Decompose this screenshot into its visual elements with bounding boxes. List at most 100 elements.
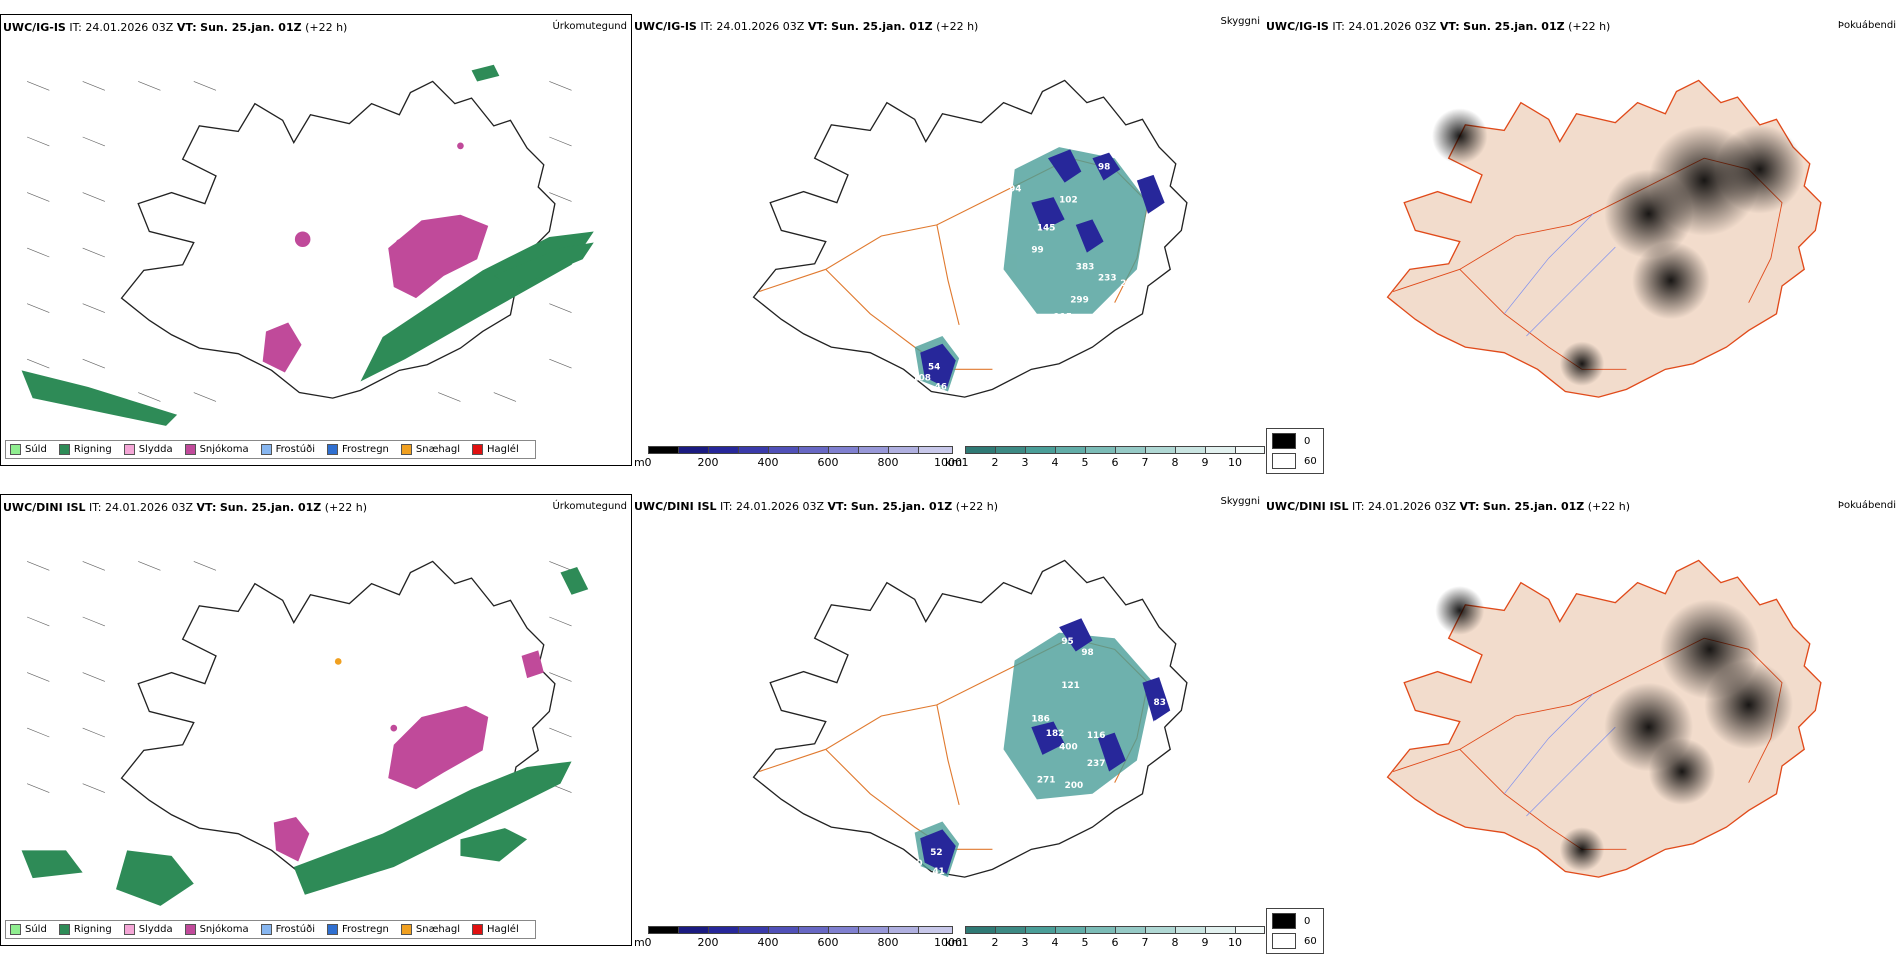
legend-item: Rigning — [58, 924, 112, 935]
model-name: UWC/IG-IS — [634, 20, 697, 33]
variable-title: Þokuábendi — [1837, 500, 1896, 511]
it-value: 24.01.2026 03Z — [85, 21, 174, 34]
legend-item: Frostregn — [327, 924, 389, 935]
visibility-panel-row1: UWC/IG-IS IT: 24.01.2026 03Z VT: Sun. 25… — [632, 14, 1265, 469]
legend-item: Haglél — [472, 924, 519, 935]
svg-text:81: 81 — [1154, 212, 1166, 222]
vt-label: VT: — [827, 500, 848, 513]
fog-map — [1386, 559, 1822, 878]
legend-item: Súld — [10, 444, 47, 455]
panel-header: UWC/IG-IS IT: 24.01.2026 03Z VT: Sun. 25… — [1266, 20, 1610, 33]
vt-value: Sun. 25.jan. 01Z — [219, 501, 322, 514]
it-value: 24.01.2026 03Z — [1348, 20, 1437, 33]
it-value: 24.01.2026 03Z — [105, 501, 194, 514]
svg-text:52: 52 — [930, 848, 942, 858]
legend-item: Súld — [10, 924, 47, 935]
visibility-colorbar-km: km 1 2 3 4 5 6 7 8 9 10 — [945, 446, 1265, 469]
precip-map — [21, 64, 594, 426]
panel-header: UWC/IG-IS IT: 24.01.2026 03Z VT: Sun. 25… — [634, 20, 978, 33]
vt-label: VT: — [1459, 500, 1480, 513]
fog-panel-row1: UWC/IG-IS IT: 24.01.2026 03Z VT: Sun. 25… — [1264, 14, 1900, 474]
svg-text:233: 233 — [1098, 273, 1117, 283]
legend-item: Snjókoma — [184, 924, 249, 935]
variable-title: Úrkomutegund — [552, 21, 627, 32]
legend-item: Snæhagl — [400, 444, 460, 455]
it-value: 24.01.2026 03Z — [1368, 500, 1457, 513]
variable-title: Skyggni — [1220, 16, 1260, 27]
svg-text:121: 121 — [1061, 681, 1080, 691]
svg-text:383: 383 — [1076, 262, 1095, 272]
svg-text:108: 108 — [912, 373, 931, 383]
svg-text:102: 102 — [1059, 196, 1078, 206]
svg-text:95: 95 — [1061, 637, 1073, 647]
lead-time: (+22 h) — [1587, 500, 1631, 513]
precip-panel-row1: UWC/IG-IS IT: 24.01.2026 03Z VT: Sun. 25… — [0, 14, 632, 466]
svg-text:400: 400 — [1059, 742, 1078, 752]
model-name: UWC/DINI ISL — [3, 501, 86, 514]
svg-text:47: 47 — [1042, 798, 1054, 808]
svg-text:145: 145 — [1037, 223, 1056, 233]
variable-title: Skyggni — [1220, 496, 1260, 507]
svg-text:98: 98 — [1098, 162, 1110, 172]
svg-text:210: 210 — [1120, 279, 1139, 289]
panel-header: UWC/IG-IS IT: 24.01.2026 03Z VT: Sun. 25… — [3, 21, 347, 34]
visibility-map: 54 46 108 94 98 102 145 99 383 233 210 2… — [752, 79, 1188, 398]
lead-time: (+22 h) — [324, 501, 368, 514]
vt-value: Sun. 25.jan. 01Z — [200, 21, 302, 34]
legend-item: Slydda — [123, 444, 173, 455]
svg-text:271: 271 — [1037, 776, 1056, 786]
vt-value: Sun. 25.jan. 01Z — [1463, 20, 1565, 33]
lead-time: (+22 h) — [305, 21, 348, 34]
legend-item: Snjókoma — [184, 444, 249, 455]
it-label: IT: — [89, 501, 102, 514]
it-label: IT: — [1332, 20, 1345, 33]
vt-value: Sun. 25.jan. 01Z — [1482, 500, 1585, 513]
it-value: 24.01.2026 03Z — [736, 500, 825, 513]
svg-text:186: 186 — [1031, 715, 1050, 725]
vt-label: VT: — [1439, 20, 1460, 33]
svg-text:116: 116 — [1087, 731, 1106, 741]
svg-text:182: 182 — [1046, 729, 1065, 739]
svg-text:115: 115 — [1054, 312, 1073, 322]
legend-item: Slydda — [123, 924, 173, 935]
lead-time: (+22 h) — [1568, 20, 1611, 33]
legend-item: Haglél — [472, 444, 519, 455]
svg-text:75: 75 — [1154, 720, 1166, 730]
it-label: IT: — [700, 20, 713, 33]
visibility-panel-row2: UWC/DINI ISL IT: 24.01.2026 03Z VT: Sun.… — [632, 494, 1265, 949]
fog-map — [1386, 79, 1822, 398]
it-label: IT: — [69, 21, 82, 34]
visibility-map: 52 41 60 95 98 121 186 182 400 237 200 2… — [752, 559, 1188, 878]
legend-item: Frostúði — [260, 444, 315, 455]
svg-text:60: 60 — [910, 859, 922, 869]
legend-item: Frostregn — [327, 444, 389, 455]
svg-text:99: 99 — [1031, 246, 1043, 256]
it-value: 24.01.2026 03Z — [716, 20, 805, 33]
variable-title: Úrkomutegund — [552, 501, 627, 512]
model-name: UWC/IG-IS — [1266, 20, 1329, 33]
precip-panel-row2: UWC/DINI ISL IT: 24.01.2026 03Z VT: Sun.… — [0, 494, 632, 946]
vt-value: Sun. 25.jan. 01Z — [831, 20, 933, 33]
svg-text:237: 237 — [1087, 759, 1106, 769]
vt-label: VT: — [807, 20, 828, 33]
it-label: IT: — [1352, 500, 1365, 513]
visibility-colorbar-km: km 1 2 3 4 5 6 7 8 9 10 — [945, 926, 1265, 949]
svg-text:95: 95 — [1137, 162, 1149, 172]
model-name: UWC/DINI ISL — [634, 500, 717, 513]
svg-text:200: 200 — [1065, 781, 1084, 791]
visibility-colorbar-m: m 0 200 400 600 800 1000 — [634, 926, 962, 949]
panel-header: UWC/DINI ISL IT: 24.01.2026 03Z VT: Sun.… — [1266, 500, 1630, 513]
svg-text:94: 94 — [1009, 185, 1021, 195]
lead-time: (+22 h) — [955, 500, 999, 513]
lead-time: (+22 h) — [936, 20, 979, 33]
svg-text:98: 98 — [1081, 648, 1093, 658]
svg-text:299: 299 — [1070, 296, 1089, 306]
it-label: IT: — [720, 500, 733, 513]
svg-text:54: 54 — [928, 362, 940, 372]
precip-map — [21, 560, 589, 906]
legend-item: Rigning — [58, 444, 112, 455]
svg-text:41: 41 — [932, 867, 944, 877]
vt-label: VT: — [176, 21, 197, 34]
panel-header: UWC/DINI ISL IT: 24.01.2026 03Z VT: Sun.… — [3, 501, 367, 514]
variable-title: Þokuábendi — [1837, 20, 1896, 31]
